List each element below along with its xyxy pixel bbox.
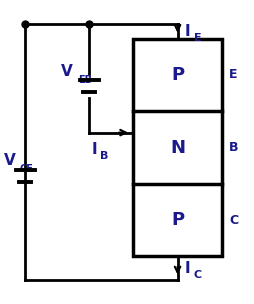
Text: P: P <box>171 66 184 84</box>
Text: B: B <box>229 141 239 154</box>
Text: I: I <box>185 24 190 39</box>
Text: I: I <box>92 142 97 157</box>
Bar <box>133 39 222 257</box>
Text: N: N <box>170 139 185 157</box>
Text: V: V <box>4 154 15 168</box>
Text: C: C <box>194 270 202 280</box>
Text: V: V <box>61 64 73 79</box>
Text: I: I <box>185 261 190 276</box>
Text: C: C <box>229 214 238 227</box>
Text: E: E <box>229 68 238 81</box>
Text: CE: CE <box>19 164 33 174</box>
Text: B: B <box>100 151 109 161</box>
Text: P: P <box>171 211 184 229</box>
Text: EB: EB <box>78 75 92 85</box>
Text: E: E <box>194 33 201 43</box>
